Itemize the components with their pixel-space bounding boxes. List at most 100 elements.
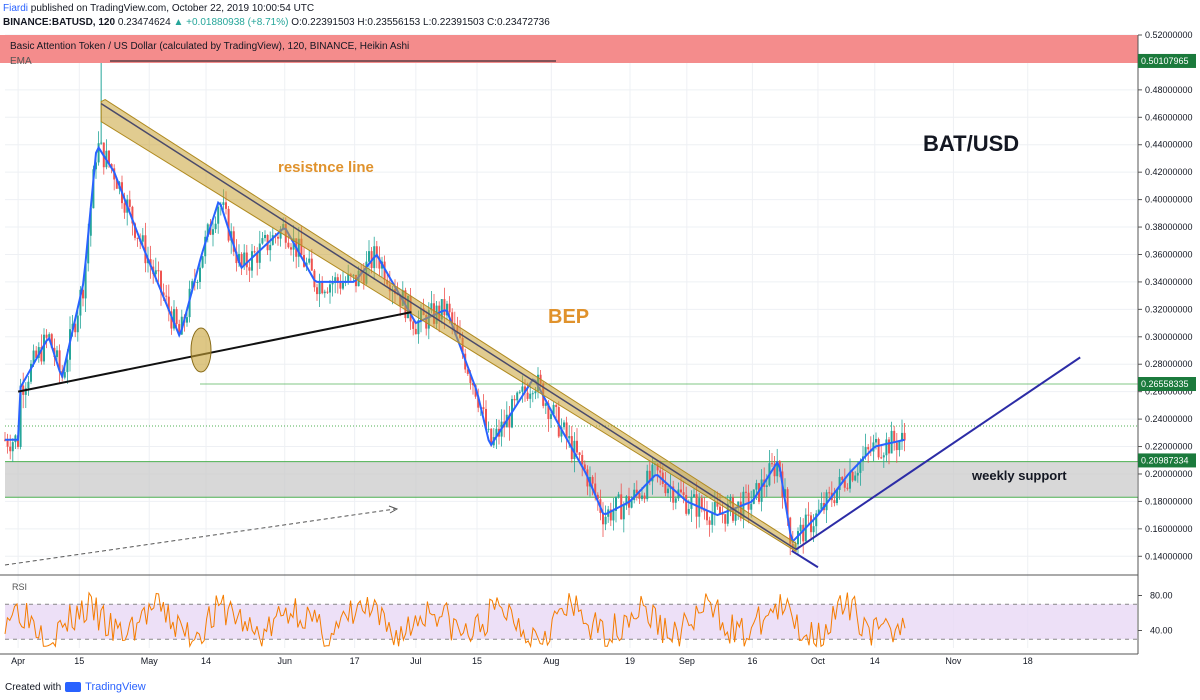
candle-body xyxy=(888,439,890,454)
candle-body xyxy=(784,489,786,498)
price-tick-label: 0.38000000 xyxy=(1145,222,1193,232)
candle-body xyxy=(310,258,313,271)
candle-body xyxy=(87,235,90,264)
candle-body xyxy=(58,350,61,372)
rsi-line xyxy=(4,591,906,649)
candle-body xyxy=(552,404,555,415)
candle-body xyxy=(700,498,703,510)
candle-body xyxy=(339,282,342,289)
candle-body xyxy=(323,291,326,294)
candle-body xyxy=(680,489,682,493)
tradingview-brand[interactable]: TradingView xyxy=(85,681,146,693)
candle-body xyxy=(430,303,433,311)
candle-body xyxy=(417,320,420,335)
candle-body xyxy=(50,334,53,348)
candle-body xyxy=(747,492,750,510)
tradingview-logo-icon xyxy=(65,682,82,692)
candle-body xyxy=(544,403,547,406)
candle-body xyxy=(76,315,79,333)
price-tick-label: 0.24000000 xyxy=(1145,414,1193,424)
candle-body xyxy=(84,263,87,299)
price-tick-label: 0.36000000 xyxy=(1145,249,1193,259)
candle-body xyxy=(898,441,901,451)
candle-body xyxy=(40,347,43,362)
candle-body xyxy=(472,382,474,386)
candle-body xyxy=(581,454,584,465)
publish-info: Fiardi published on TradingView.com, Oct… xyxy=(3,3,314,14)
candle-body xyxy=(245,252,248,268)
candle-body xyxy=(131,206,134,224)
candle-body xyxy=(451,312,454,324)
candle-body xyxy=(243,252,246,266)
candle-body xyxy=(271,235,274,245)
candle-body xyxy=(752,489,755,504)
candle-body xyxy=(856,472,859,476)
candle-body xyxy=(186,317,188,323)
candle-body xyxy=(529,393,532,399)
candle-body xyxy=(157,270,160,272)
candle-body xyxy=(201,256,204,268)
weekly-support-label: weekly support xyxy=(971,468,1067,483)
candle-body xyxy=(674,498,677,503)
price-labels: 0.50107965 0.26558335 0.20987334 xyxy=(1138,53,1196,468)
price-label-box xyxy=(1138,377,1196,392)
price-tick-label: 0.44000000 xyxy=(1145,140,1193,150)
candle-body xyxy=(612,510,615,521)
time-tick-label: 14 xyxy=(870,656,880,666)
candle-body xyxy=(466,369,469,374)
time-tick-label: Jun xyxy=(277,656,292,666)
candle-body xyxy=(37,347,40,358)
candle-body xyxy=(19,385,22,447)
banner-title: Basic Attention Token / US Dollar (calcu… xyxy=(10,41,409,52)
candle-body xyxy=(797,531,799,545)
price-tick-label: 0.42000000 xyxy=(1145,167,1193,177)
candle-body xyxy=(625,496,628,506)
price-tick-label: 0.34000000 xyxy=(1145,277,1193,287)
candle-body xyxy=(880,457,883,459)
time-tick-label: 16 xyxy=(747,656,757,666)
candle-body xyxy=(646,470,649,500)
candle-body xyxy=(461,337,464,354)
candle-body xyxy=(833,500,836,504)
candle-body xyxy=(516,392,519,401)
candle-body xyxy=(477,396,480,408)
author[interactable]: Fiardi xyxy=(3,3,29,14)
candle-body xyxy=(82,289,84,299)
candle-body xyxy=(191,281,194,289)
candle-body xyxy=(347,274,350,283)
candle-body xyxy=(108,150,110,165)
candle-body xyxy=(290,247,292,250)
candle-body xyxy=(74,323,77,333)
time-tick-label: Sep xyxy=(679,656,695,666)
candle-body xyxy=(602,512,604,525)
candle-body xyxy=(256,252,259,263)
candle-body xyxy=(664,483,667,494)
candle-body xyxy=(326,291,329,293)
price-tick-label: 0.26000000 xyxy=(1145,387,1193,397)
candle-body xyxy=(817,509,820,514)
candle-body xyxy=(196,281,199,283)
candle-body xyxy=(482,407,485,409)
candle-body xyxy=(622,505,625,520)
candle-body xyxy=(495,428,498,438)
candle-body xyxy=(641,495,643,499)
candle-body xyxy=(97,143,100,163)
candle-body xyxy=(635,489,638,494)
candle-body xyxy=(820,502,823,510)
candle-body xyxy=(836,489,838,504)
rsi-tick-label: 40.00 xyxy=(1150,626,1173,636)
time-axis: Apr 15 May 14 Jun 17 Jul 15 Aug 19 Sep 16 Oct 14 Nov 18 xyxy=(11,656,1033,666)
candle-body xyxy=(508,414,511,428)
candle-body xyxy=(903,432,906,441)
candle-body xyxy=(859,461,862,473)
candle-body xyxy=(79,289,82,316)
candle-body xyxy=(659,470,662,473)
candle-body xyxy=(594,483,597,495)
candle-body xyxy=(609,509,612,521)
candle-body xyxy=(713,502,716,514)
time-tick-label: Jul xyxy=(410,656,422,666)
bounce-ellipse xyxy=(190,327,212,373)
candle-body xyxy=(661,472,664,484)
candle-body xyxy=(901,432,903,442)
candle-body xyxy=(448,303,451,313)
